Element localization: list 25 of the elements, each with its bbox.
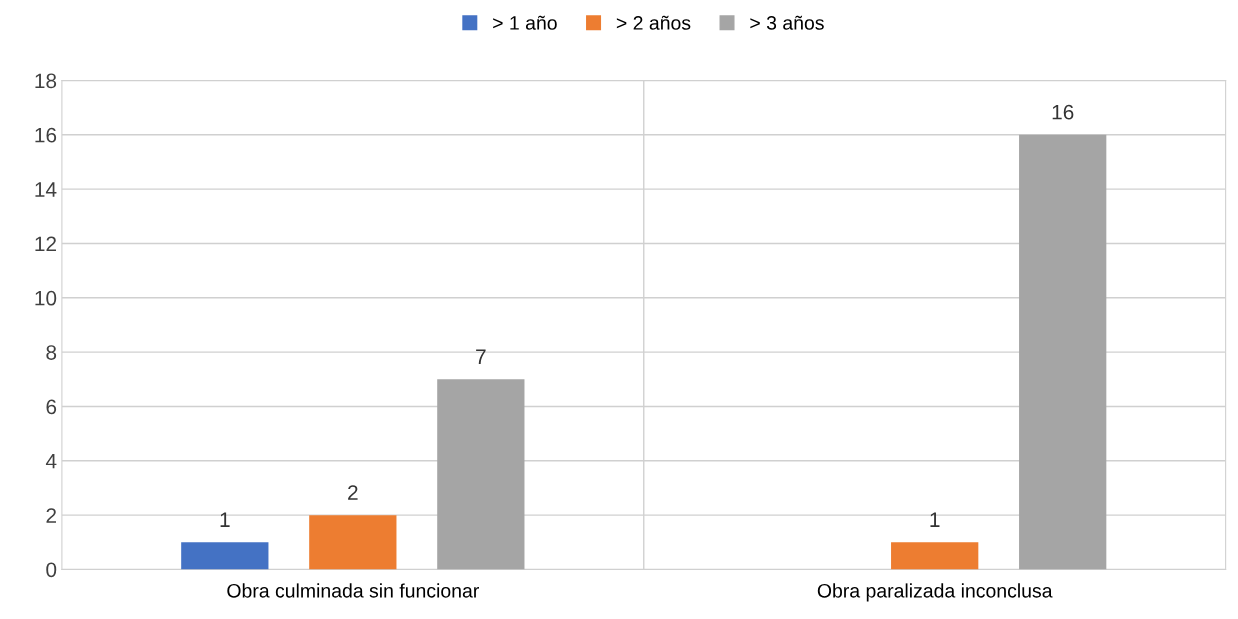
y-tick-label: 8 [46, 345, 57, 360]
bar [891, 542, 979, 570]
y-tick-label: 2 [46, 508, 56, 523]
data-label: 16 [1052, 104, 1074, 120]
bar [1019, 134, 1107, 570]
y-tick-label: 10 [35, 290, 57, 306]
data-label: 2 [348, 485, 358, 500]
bar [437, 379, 525, 570]
y-tick-label: 16 [35, 127, 57, 143]
y-tick-label: 14 [35, 182, 57, 197]
bar [309, 515, 397, 570]
y-tick-label: 4 [45, 454, 57, 469]
legend-label: > 2 años [616, 15, 691, 30]
bar [181, 542, 269, 570]
legend-label: > 1 año [493, 15, 557, 30]
y-tick-label: 12 [35, 236, 56, 252]
x-tick-label: Obra paralizada inconclusa [817, 583, 1053, 602]
y-tick-label: 0 [46, 562, 57, 578]
y-tick-label: 6 [46, 399, 57, 415]
legend-label: > 3 años [750, 15, 824, 30]
x-tick-label: Obra culminada sin funcionar [227, 583, 479, 598]
data-label: 7 [476, 349, 486, 364]
data-label: 1 [220, 512, 230, 527]
data-label: 1 [930, 512, 940, 527]
y-tick-label: 18 [35, 73, 57, 89]
